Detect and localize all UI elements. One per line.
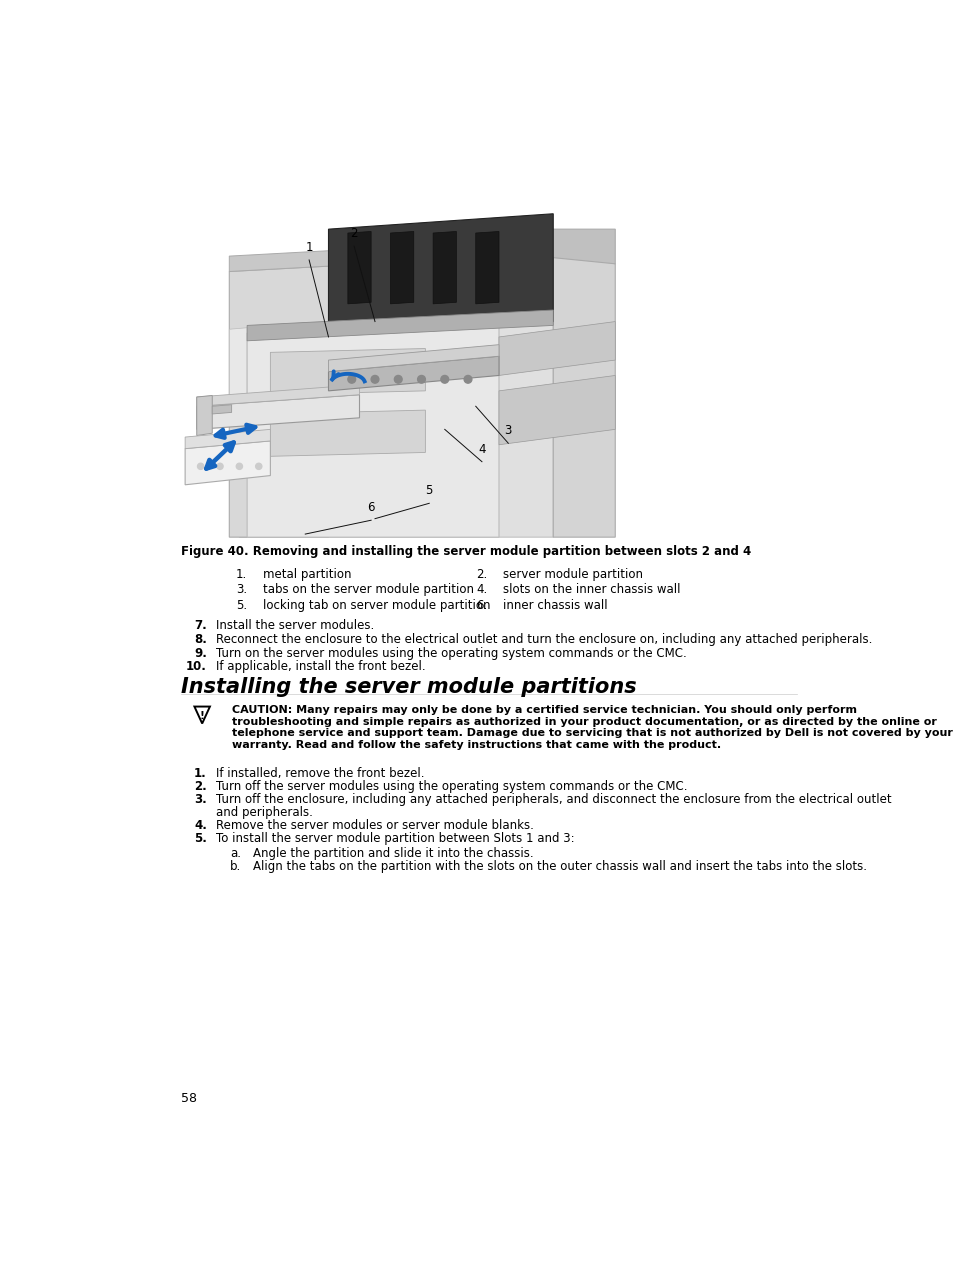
Text: Turn on the server modules using the operating system commands or the CMC.: Turn on the server modules using the ope… xyxy=(216,647,686,659)
Text: and peripherals.: and peripherals. xyxy=(216,806,313,819)
Polygon shape xyxy=(229,266,328,538)
Polygon shape xyxy=(247,309,553,341)
Text: Remove the server modules or server module blanks.: Remove the server modules or server modu… xyxy=(216,819,534,832)
Polygon shape xyxy=(498,322,615,375)
Text: 1.: 1. xyxy=(193,767,207,780)
Polygon shape xyxy=(194,706,210,724)
Text: troubleshooting and simple repairs as authorized in your product documentation, : troubleshooting and simple repairs as au… xyxy=(232,716,936,727)
Polygon shape xyxy=(270,410,425,456)
Circle shape xyxy=(394,375,402,383)
Text: 6.: 6. xyxy=(476,598,487,611)
Text: Align the tabs on the partition with the slots on the outer chassis wall and ins: Align the tabs on the partition with the… xyxy=(253,860,865,872)
Text: metal partition: metal partition xyxy=(262,568,351,581)
Text: 3: 3 xyxy=(504,424,512,437)
Text: 7.: 7. xyxy=(193,619,207,631)
Polygon shape xyxy=(196,394,359,430)
Circle shape xyxy=(348,375,355,383)
Polygon shape xyxy=(270,349,425,394)
Circle shape xyxy=(371,375,378,383)
Polygon shape xyxy=(196,396,212,435)
Text: Installing the server module partitions: Installing the server module partitions xyxy=(181,677,637,697)
Text: 8.: 8. xyxy=(193,633,207,645)
Circle shape xyxy=(197,463,204,469)
Text: Install the server modules.: Install the server modules. xyxy=(216,619,374,631)
Text: 2.: 2. xyxy=(476,568,487,581)
Polygon shape xyxy=(476,232,498,304)
Polygon shape xyxy=(212,404,232,413)
Polygon shape xyxy=(390,232,414,304)
Circle shape xyxy=(464,375,472,383)
Polygon shape xyxy=(185,441,270,484)
Text: warranty. Read and follow the safety instructions that came with the product.: warranty. Read and follow the safety ins… xyxy=(232,739,720,749)
Text: 1: 1 xyxy=(305,241,313,254)
Text: 3.: 3. xyxy=(193,792,207,805)
Text: 5.: 5. xyxy=(193,832,207,844)
Circle shape xyxy=(255,463,261,469)
Text: 4.: 4. xyxy=(193,819,207,832)
Text: server module partition: server module partition xyxy=(502,568,642,581)
Circle shape xyxy=(216,463,223,469)
Polygon shape xyxy=(247,322,498,538)
Circle shape xyxy=(440,375,448,383)
Text: b.: b. xyxy=(230,860,241,872)
Polygon shape xyxy=(239,252,553,538)
Text: 58: 58 xyxy=(181,1092,197,1104)
Text: Reconnect the enclosure to the electrical outlet and turn the enclosure on, incl: Reconnect the enclosure to the electrica… xyxy=(216,633,872,645)
Polygon shape xyxy=(196,384,359,406)
Polygon shape xyxy=(229,327,247,408)
Polygon shape xyxy=(498,230,615,264)
Polygon shape xyxy=(553,245,615,538)
Text: slots on the inner chassis wall: slots on the inner chassis wall xyxy=(502,583,679,596)
Polygon shape xyxy=(348,232,371,304)
Text: 5.: 5. xyxy=(235,598,247,611)
Text: !: ! xyxy=(199,711,204,721)
Text: Figure 40. Removing and installing the server module partition between slots 2 a: Figure 40. Removing and installing the s… xyxy=(181,545,751,558)
Text: 6: 6 xyxy=(367,501,375,514)
Polygon shape xyxy=(185,430,270,449)
Text: 4: 4 xyxy=(477,443,485,455)
Polygon shape xyxy=(229,251,328,271)
Circle shape xyxy=(236,463,242,469)
Polygon shape xyxy=(498,375,615,445)
Text: tabs on the server module partition: tabs on the server module partition xyxy=(262,583,473,596)
Text: If installed, remove the front bezel.: If installed, remove the front bezel. xyxy=(216,767,424,780)
Text: If applicable, install the front bezel.: If applicable, install the front bezel. xyxy=(216,661,425,673)
Text: 2: 2 xyxy=(350,227,357,240)
Text: telephone service and support team. Damage due to servicing that is not authoriz: telephone service and support team. Dama… xyxy=(232,728,951,738)
Text: a.: a. xyxy=(230,847,241,860)
Text: 5: 5 xyxy=(425,484,433,497)
Text: To install the server module partition between Slots 1 and 3:: To install the server module partition b… xyxy=(216,832,574,844)
Polygon shape xyxy=(239,230,553,287)
Polygon shape xyxy=(328,356,498,391)
Polygon shape xyxy=(328,214,553,333)
Text: 3.: 3. xyxy=(235,583,247,596)
Text: 4.: 4. xyxy=(476,583,487,596)
Text: 9.: 9. xyxy=(193,647,207,659)
Circle shape xyxy=(417,375,425,383)
Text: 1.: 1. xyxy=(235,568,247,581)
Text: locking tab on server module partition: locking tab on server module partition xyxy=(262,598,490,611)
Text: 2.: 2. xyxy=(193,780,207,792)
Text: Angle the partition and slide it into the chassis.: Angle the partition and slide it into th… xyxy=(253,847,533,860)
Text: Turn off the enclosure, including any attached peripherals, and disconnect the e: Turn off the enclosure, including any at… xyxy=(216,792,891,805)
Text: inner chassis wall: inner chassis wall xyxy=(502,598,607,611)
Text: CAUTION: Many repairs may only be done by a certified service technician. You sh: CAUTION: Many repairs may only be done b… xyxy=(232,705,856,715)
Polygon shape xyxy=(433,232,456,304)
Text: Turn off the server modules using the operating system commands or the CMC.: Turn off the server modules using the op… xyxy=(216,780,687,792)
Polygon shape xyxy=(328,345,498,372)
Text: 10.: 10. xyxy=(186,661,207,673)
